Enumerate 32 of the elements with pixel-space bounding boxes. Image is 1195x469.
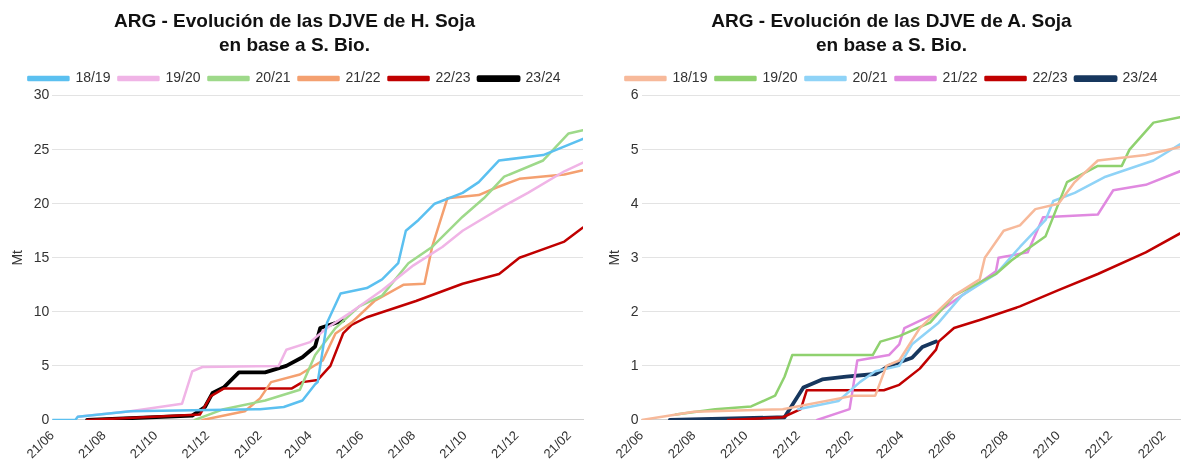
legend-label: 23/24: [525, 69, 561, 86]
y-tick-label: 4: [630, 194, 639, 211]
chart-title: ARG - Evolución de las DJVE de A. Soja: [711, 9, 1073, 31]
y-tick-label: 0: [630, 410, 639, 427]
legend-label: 20/21: [255, 69, 291, 86]
chart-subtitle: en base a S. Bio.: [219, 34, 370, 56]
chart-subtitle: en base a S. Bio.: [816, 34, 967, 56]
legend-label: 21/22: [345, 69, 381, 86]
y-axis-title: Mt: [606, 249, 623, 266]
y-tick-label: 0: [41, 410, 50, 427]
y-tick-label: 10: [33, 302, 50, 319]
y-tick-label: 5: [41, 356, 50, 373]
legend-label: 23/24: [1122, 69, 1158, 86]
legend-label: 19/20: [762, 69, 798, 86]
y-tick-label: 1: [630, 356, 639, 373]
y-tick-label: 15: [33, 248, 50, 265]
legend-label: 22/23: [1032, 69, 1068, 86]
y-tick-label: 5: [630, 140, 639, 157]
legend-label: 18/19: [672, 69, 708, 86]
legend-label: 22/23: [435, 69, 471, 86]
chart-title: ARG - Evolución de las DJVE de H. Soja: [113, 9, 476, 31]
legend-label: 18/19: [75, 69, 111, 86]
y-tick-label: 6: [630, 86, 639, 103]
y-tick-label: 25: [33, 140, 50, 157]
legend-label: 19/20: [165, 69, 201, 86]
y-tick-label: 30: [33, 86, 50, 103]
y-tick-label: 3: [630, 248, 639, 265]
legend-label: 20/21: [852, 69, 888, 86]
legend-label: 21/22: [942, 69, 978, 86]
y-tick-label: 20: [33, 194, 50, 211]
y-tick-label: 2: [630, 302, 639, 319]
y-axis-title: Mt: [9, 249, 26, 266]
